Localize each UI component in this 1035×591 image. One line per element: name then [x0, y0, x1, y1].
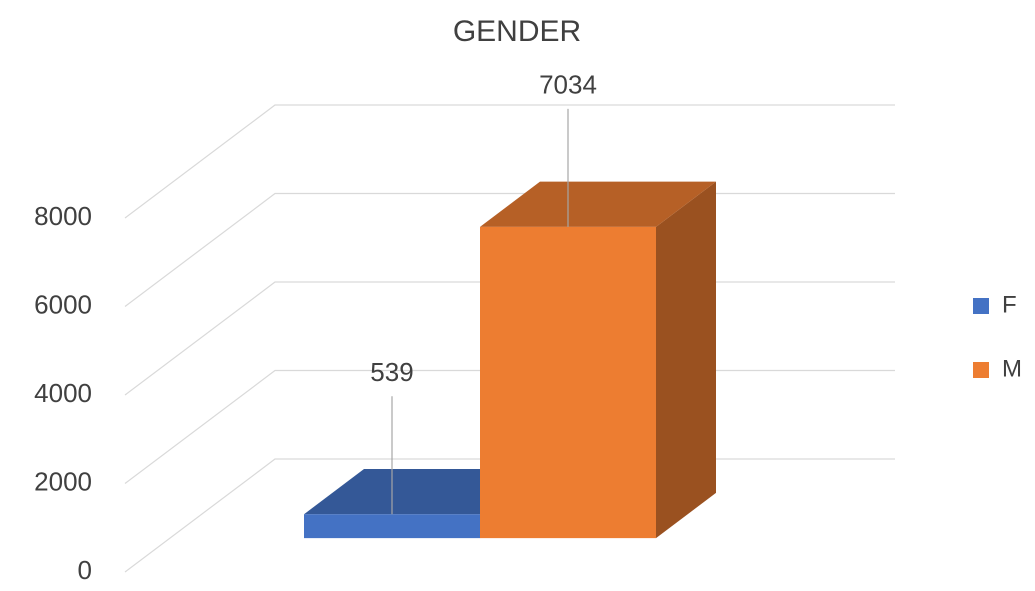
y-tick-label: 0 — [78, 555, 92, 585]
chart-title: GENDER — [453, 15, 581, 48]
legend-label: M — [1002, 355, 1022, 382]
legend-label: F — [1002, 291, 1017, 318]
bar — [304, 514, 480, 539]
legend-swatch — [973, 362, 989, 378]
bar-side — [656, 181, 716, 539]
legend-swatch — [973, 298, 989, 314]
bar-top — [480, 181, 716, 227]
grid-line — [124, 104, 895, 219]
data-label: 7034 — [539, 70, 597, 100]
y-tick-label: 6000 — [34, 289, 92, 319]
data-label: 539 — [370, 357, 413, 387]
y-tick-label: 4000 — [34, 378, 92, 408]
y-tick-label: 8000 — [34, 201, 92, 231]
y-tick-label: 2000 — [34, 466, 92, 496]
bar — [480, 226, 656, 539]
